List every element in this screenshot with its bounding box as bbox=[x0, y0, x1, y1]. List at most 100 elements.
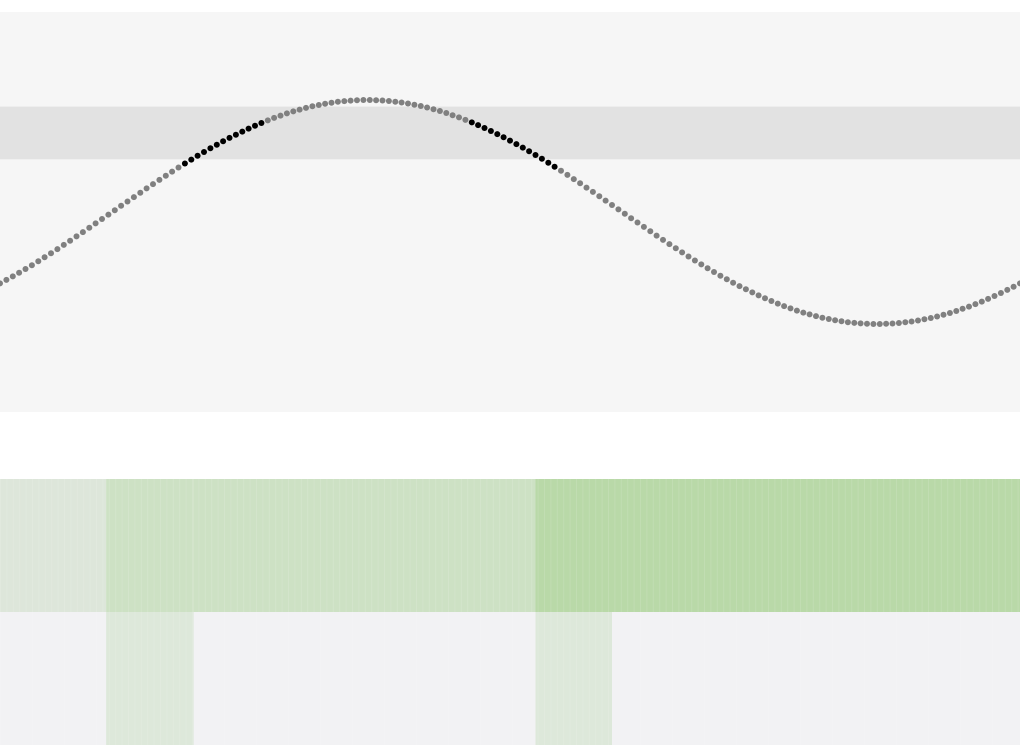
data-point bbox=[150, 181, 156, 188]
heatmap-stripe bbox=[396, 479, 398, 745]
heatmap-stripe bbox=[108, 479, 110, 745]
heatmap-stripe bbox=[486, 479, 488, 745]
heatmap-stripe bbox=[556, 479, 558, 745]
heatmap-stripe bbox=[569, 479, 571, 745]
heatmap-stripe bbox=[499, 479, 501, 745]
heatmap-stripe bbox=[729, 479, 731, 745]
heatmap-cell-row2 bbox=[535, 612, 612, 745]
heatmap-stripe bbox=[844, 479, 846, 745]
data-point bbox=[296, 106, 303, 113]
heatmap-stripe bbox=[787, 479, 789, 745]
data-point bbox=[347, 97, 354, 104]
heatmap-stripe bbox=[659, 479, 661, 745]
data-point bbox=[800, 309, 807, 316]
data-point bbox=[570, 176, 577, 183]
heatmap-stripe bbox=[371, 479, 373, 745]
heatmap-stripe bbox=[896, 479, 897, 745]
data-point bbox=[373, 97, 380, 104]
heatmap-stripe bbox=[601, 479, 603, 745]
heatmap-stripe bbox=[761, 479, 763, 745]
heatmap-stripe bbox=[748, 479, 750, 745]
heatmap-stripe bbox=[768, 479, 769, 745]
heatmap-stripe bbox=[224, 479, 225, 745]
data-point bbox=[793, 307, 800, 314]
data-point bbox=[118, 202, 125, 209]
data-point bbox=[3, 276, 10, 283]
data-point bbox=[762, 295, 768, 302]
heatmap-stripe bbox=[563, 479, 565, 745]
data-point bbox=[411, 101, 418, 108]
data-point-highlight bbox=[475, 122, 482, 129]
data-point bbox=[774, 300, 781, 307]
data-point bbox=[456, 114, 462, 121]
data-point bbox=[424, 104, 431, 111]
data-point bbox=[277, 112, 284, 119]
heatmap-stripe bbox=[723, 479, 725, 745]
heatmap-stripe bbox=[32, 479, 33, 745]
heatmap-stripe bbox=[89, 479, 91, 745]
heatmap-stripe bbox=[627, 479, 629, 745]
data-point bbox=[691, 257, 698, 264]
data-point-highlight bbox=[526, 148, 533, 155]
heatmap-stripe bbox=[838, 479, 840, 745]
data-point bbox=[972, 301, 979, 308]
heatmap-stripe bbox=[934, 479, 936, 745]
data-point bbox=[959, 305, 966, 312]
heatmap-stripe bbox=[320, 479, 321, 745]
data-point bbox=[16, 269, 23, 276]
data-point bbox=[73, 233, 80, 240]
data-point bbox=[711, 269, 717, 275]
data-point bbox=[271, 114, 278, 121]
heatmap-stripe bbox=[608, 479, 609, 745]
data-point-highlight bbox=[226, 134, 233, 141]
heatmap-stripe bbox=[256, 479, 257, 745]
heatmap-stripe bbox=[352, 479, 353, 745]
heatmap-stripe bbox=[409, 479, 411, 745]
heatmap-stripe bbox=[531, 479, 533, 745]
data-point bbox=[334, 98, 341, 105]
data-point bbox=[787, 305, 794, 312]
heatmap-stripe bbox=[288, 479, 289, 745]
heatmap-stripe bbox=[537, 479, 539, 745]
heatmap-stripe bbox=[83, 479, 85, 745]
heatmap-stripe bbox=[704, 479, 705, 745]
heatmap-stripe bbox=[172, 479, 174, 745]
data-point bbox=[360, 97, 367, 103]
data-point bbox=[781, 303, 788, 310]
heatmap-stripe bbox=[339, 479, 341, 745]
heatmap-stripe bbox=[326, 479, 328, 745]
data-point-highlight bbox=[220, 138, 227, 145]
data-point bbox=[328, 99, 335, 106]
heatmap-stripe bbox=[454, 479, 456, 745]
heatmap-cell-row1 bbox=[106, 479, 194, 612]
heatmap-stripe bbox=[51, 479, 53, 745]
heatmap-stripe bbox=[185, 479, 187, 745]
heatmap-stripe bbox=[710, 479, 712, 745]
heatmap-stripe bbox=[998, 479, 1000, 745]
heatmap-cell-row2 bbox=[193, 612, 536, 745]
heatmap-stripe bbox=[236, 479, 238, 745]
data-point bbox=[953, 308, 960, 314]
heatmap-stripe bbox=[992, 479, 993, 745]
data-point bbox=[169, 168, 176, 175]
heatmap-stripe bbox=[473, 479, 475, 745]
data-point bbox=[583, 184, 590, 191]
heatmap-stripe bbox=[518, 479, 520, 745]
data-point-highlight bbox=[181, 160, 188, 167]
data-point bbox=[283, 110, 290, 117]
heatmap-stripe bbox=[313, 479, 315, 745]
data-point-highlight bbox=[507, 137, 513, 144]
data-point bbox=[660, 236, 666, 243]
data-point bbox=[443, 110, 450, 116]
data-point bbox=[602, 197, 609, 204]
heatmap-stripe bbox=[684, 479, 686, 745]
data-point bbox=[946, 310, 953, 316]
heatmap-stripe bbox=[652, 479, 654, 745]
data-point bbox=[430, 106, 437, 113]
data-point bbox=[704, 265, 711, 272]
data-point bbox=[124, 198, 131, 205]
heatmap-stripe bbox=[902, 479, 904, 745]
heatmap-stripe bbox=[953, 479, 955, 745]
heatmap-stripe bbox=[678, 479, 680, 745]
